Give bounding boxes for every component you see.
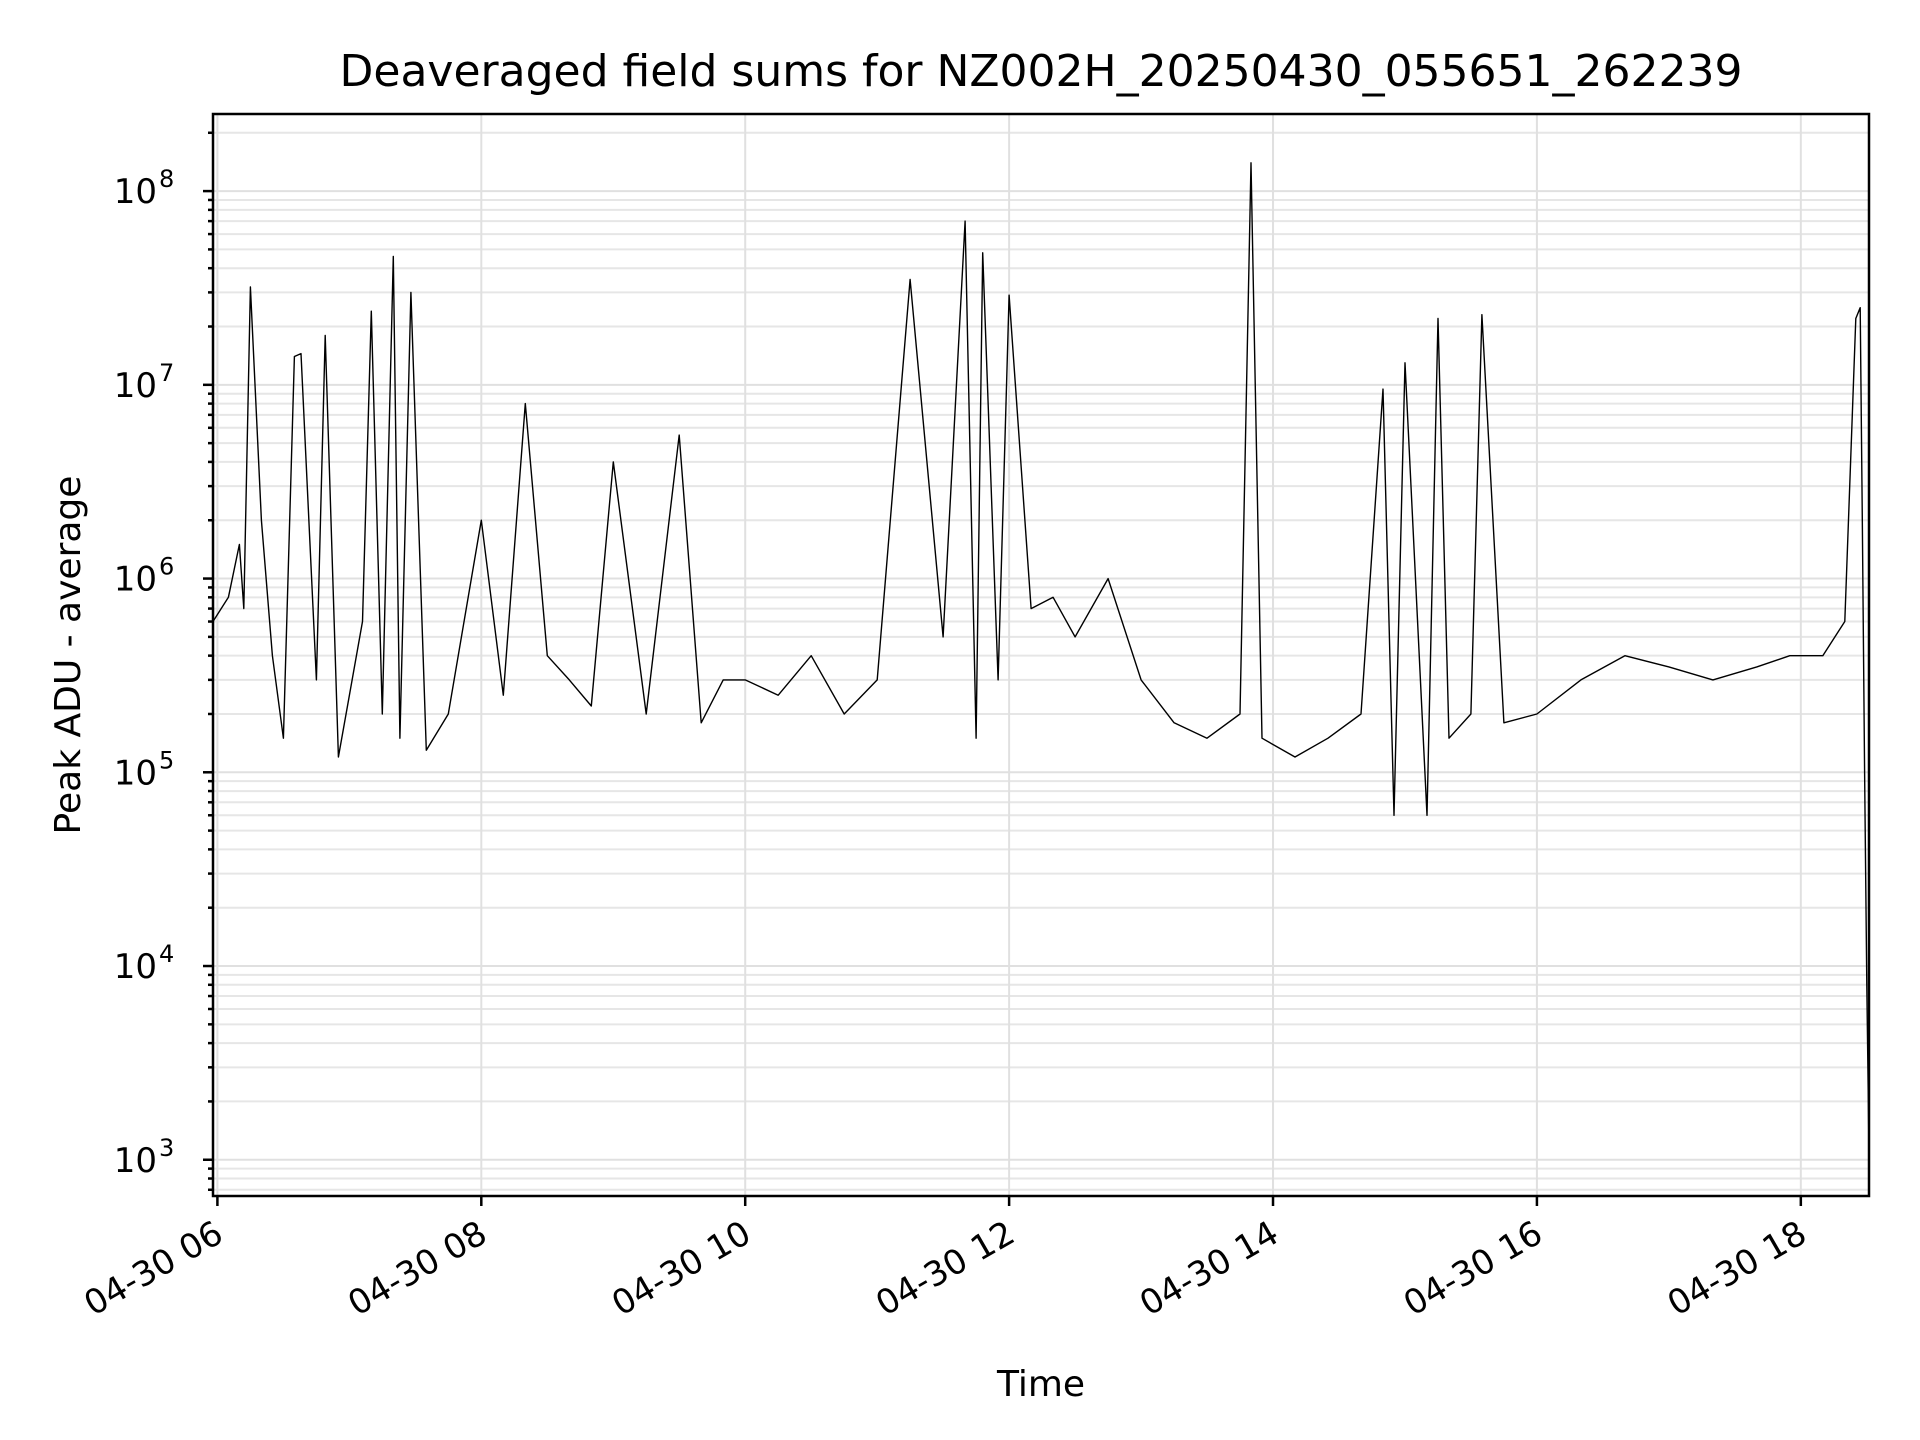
series-line (212, 162, 1870, 1152)
y-tick-exponent: 8 (159, 165, 174, 193)
y-tick-label: 10 (114, 1141, 157, 1181)
chart-title: Deaveraged field sums for NZ002H_2025043… (340, 46, 1743, 97)
y-tick-exponent: 6 (159, 553, 174, 581)
y-tick-label: 10 (114, 172, 157, 212)
y-tick-exponent: 3 (159, 1134, 174, 1162)
y-tick-label: 10 (114, 753, 157, 793)
y-tick-label: 10 (114, 366, 157, 406)
y-tick-label: 10 (114, 560, 157, 600)
y-tick-exponent: 4 (159, 940, 174, 968)
series-layer (212, 162, 1870, 1152)
y-tick-label: 10 (114, 947, 157, 987)
x-axis-label: Time (996, 1364, 1085, 1405)
gridlines (213, 114, 1869, 1196)
y-axis-label: Peak ADU - average (48, 476, 89, 835)
y-tick-exponent: 5 (159, 746, 174, 774)
y-tick-exponent: 7 (159, 359, 174, 387)
